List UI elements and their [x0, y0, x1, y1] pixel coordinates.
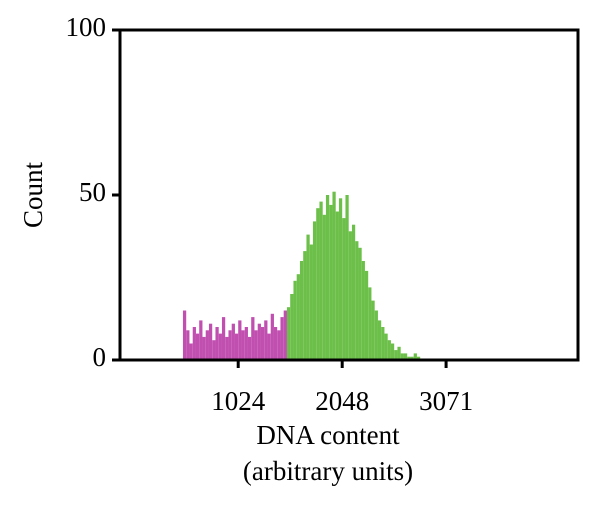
bar: [319, 201, 323, 360]
bar: [257, 323, 261, 360]
bar: [199, 320, 203, 360]
bar: [416, 356, 421, 360]
bar: [410, 356, 414, 360]
bar: [273, 327, 278, 360]
bar: [234, 333, 239, 360]
bar: [338, 198, 343, 360]
bar: [260, 327, 265, 360]
bar: [329, 204, 333, 360]
bar: [355, 241, 359, 360]
bar: [215, 327, 219, 360]
bar: [192, 327, 196, 360]
bar: [286, 307, 291, 360]
bar: [316, 208, 320, 360]
bar: [394, 350, 398, 360]
y-tick-label: 0: [93, 342, 107, 372]
bar: [303, 251, 307, 360]
x-tick-label: 3071: [419, 386, 473, 416]
bar: [212, 340, 216, 360]
bar: [270, 313, 274, 360]
bar: [208, 323, 213, 360]
bar: [296, 274, 300, 360]
bar: [413, 353, 417, 360]
bar: [251, 317, 255, 360]
bar: [345, 195, 349, 360]
bar: [342, 218, 346, 360]
bar: [335, 211, 339, 360]
x-tick-label: 1024: [211, 386, 266, 416]
x-axis-label: DNA content: [256, 420, 400, 450]
bar: [283, 310, 287, 360]
bar: [195, 333, 200, 360]
bar: [306, 234, 310, 360]
bar: [325, 195, 330, 360]
bar: [387, 340, 391, 360]
bar: [290, 294, 294, 360]
bar: [312, 221, 317, 360]
bar: [397, 346, 401, 360]
bar: [368, 287, 372, 360]
bar: [182, 310, 187, 360]
bar: [364, 270, 369, 360]
bar: [348, 231, 352, 360]
bar: [247, 336, 252, 360]
bar: [400, 353, 404, 360]
bar: [254, 330, 258, 360]
bar: [280, 317, 284, 360]
bar: [293, 280, 297, 360]
bar: [205, 330, 209, 360]
bar: [351, 224, 356, 360]
bar: [322, 214, 326, 360]
bar: [186, 330, 190, 360]
bar: [189, 343, 193, 360]
bar: [371, 300, 375, 360]
bar: [221, 317, 226, 360]
bar: [384, 333, 388, 360]
bar: [238, 320, 242, 360]
bar: [332, 191, 336, 360]
bar: [374, 310, 378, 360]
y-axis-label: Count: [18, 161, 48, 228]
bar: [218, 333, 222, 360]
bar: [407, 356, 411, 360]
x-tick-label: 2048: [315, 386, 369, 416]
bar: [358, 247, 362, 360]
bar: [403, 353, 408, 360]
bar: [244, 327, 248, 360]
bar: [267, 333, 271, 360]
bar: [231, 323, 235, 360]
y-tick-label: 50: [79, 177, 106, 207]
bar: [228, 330, 232, 360]
bar: [390, 343, 395, 360]
bar: [309, 244, 313, 360]
bar: [264, 320, 268, 360]
bar: [225, 336, 229, 360]
bar: [241, 330, 245, 360]
bar: [377, 320, 382, 360]
y-tick-label: 100: [66, 12, 107, 42]
bar: [277, 330, 281, 360]
x-axis-label: (arbitrary units): [243, 456, 413, 486]
bar: [361, 261, 365, 360]
bar: [299, 261, 304, 360]
bar: [381, 327, 385, 360]
bar: [202, 336, 206, 360]
